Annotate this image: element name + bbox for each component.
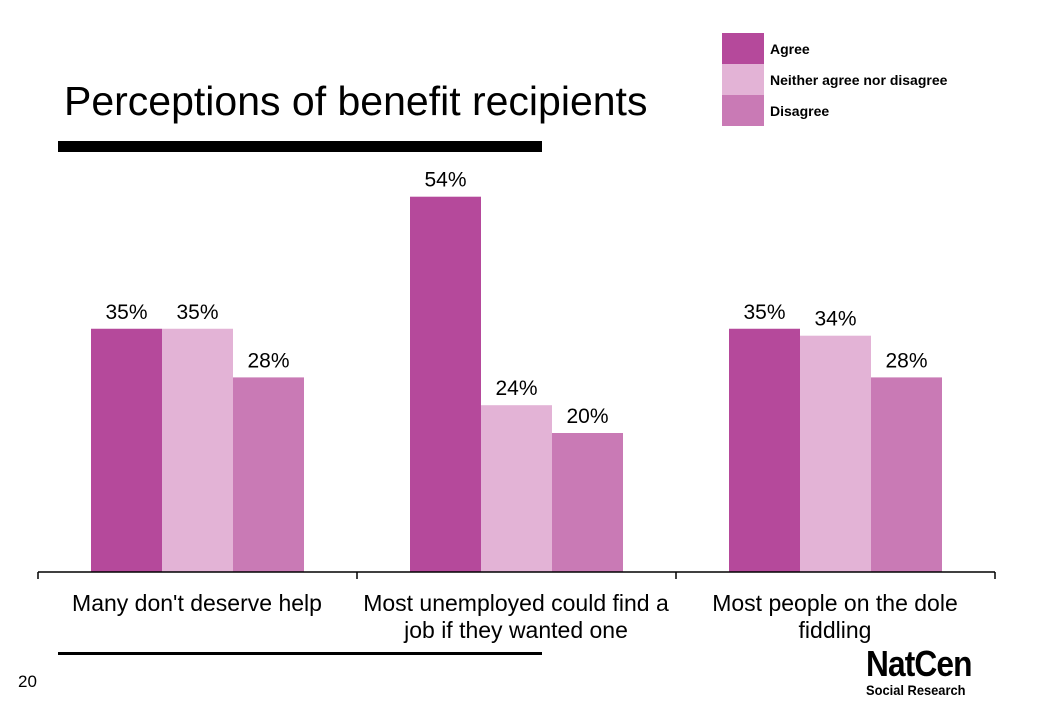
legend-label-agree: Agree <box>770 40 810 57</box>
legend-swatch-disagree <box>722 95 764 126</box>
bar-agree-0 <box>91 328 162 572</box>
data-label: 28% <box>885 349 927 372</box>
data-label: 24% <box>495 377 537 400</box>
legend-swatch-neither <box>722 64 764 95</box>
page-number: 20 <box>18 672 37 691</box>
data-label: 35% <box>105 301 147 324</box>
bar-neither-agree-nor-disagree-0 <box>162 328 233 572</box>
legend-item-agree: Agree <box>722 33 947 64</box>
bar-agree-1 <box>410 196 481 572</box>
category-label: Most unemployed could find a job if they… <box>363 590 669 643</box>
data-label: 54% <box>424 169 466 192</box>
legend-item-neither: Neither agree nor disagree <box>722 64 947 95</box>
data-label: 28% <box>247 349 289 372</box>
data-label: 35% <box>176 301 218 324</box>
legend-label-neither: Neither agree nor disagree <box>770 71 948 88</box>
bar-neither-agree-nor-disagree-1 <box>481 405 552 572</box>
data-label: 35% <box>743 301 785 324</box>
title-underline <box>58 141 542 152</box>
bar-agree-2 <box>729 328 800 572</box>
bar-neither-agree-nor-disagree-2 <box>800 335 871 572</box>
category-label: Many don't deserve help <box>72 590 322 616</box>
category-label: Most people on the dole fiddling <box>712 590 958 643</box>
data-label: 34% <box>814 308 856 331</box>
logo-wordmark: NatCen <box>866 643 973 684</box>
data-label: 20% <box>566 405 608 428</box>
logo-tagline: Social Research <box>866 682 966 698</box>
legend-label-disagree: Disagree <box>770 102 830 119</box>
bar-disagree-2 <box>871 377 942 572</box>
footer-rule <box>58 652 542 655</box>
chart-legend: Agree Neither agree nor disagree Disagre… <box>722 33 947 126</box>
legend-item-disagree: Disagree <box>722 95 947 126</box>
slide-title: Perceptions of benefit recipients <box>64 78 648 124</box>
bar-disagree-1 <box>552 433 623 572</box>
bar-disagree-0 <box>233 377 304 572</box>
natcen-logo: NatCen Social Research <box>866 643 986 699</box>
legend-swatch-agree <box>722 33 764 64</box>
